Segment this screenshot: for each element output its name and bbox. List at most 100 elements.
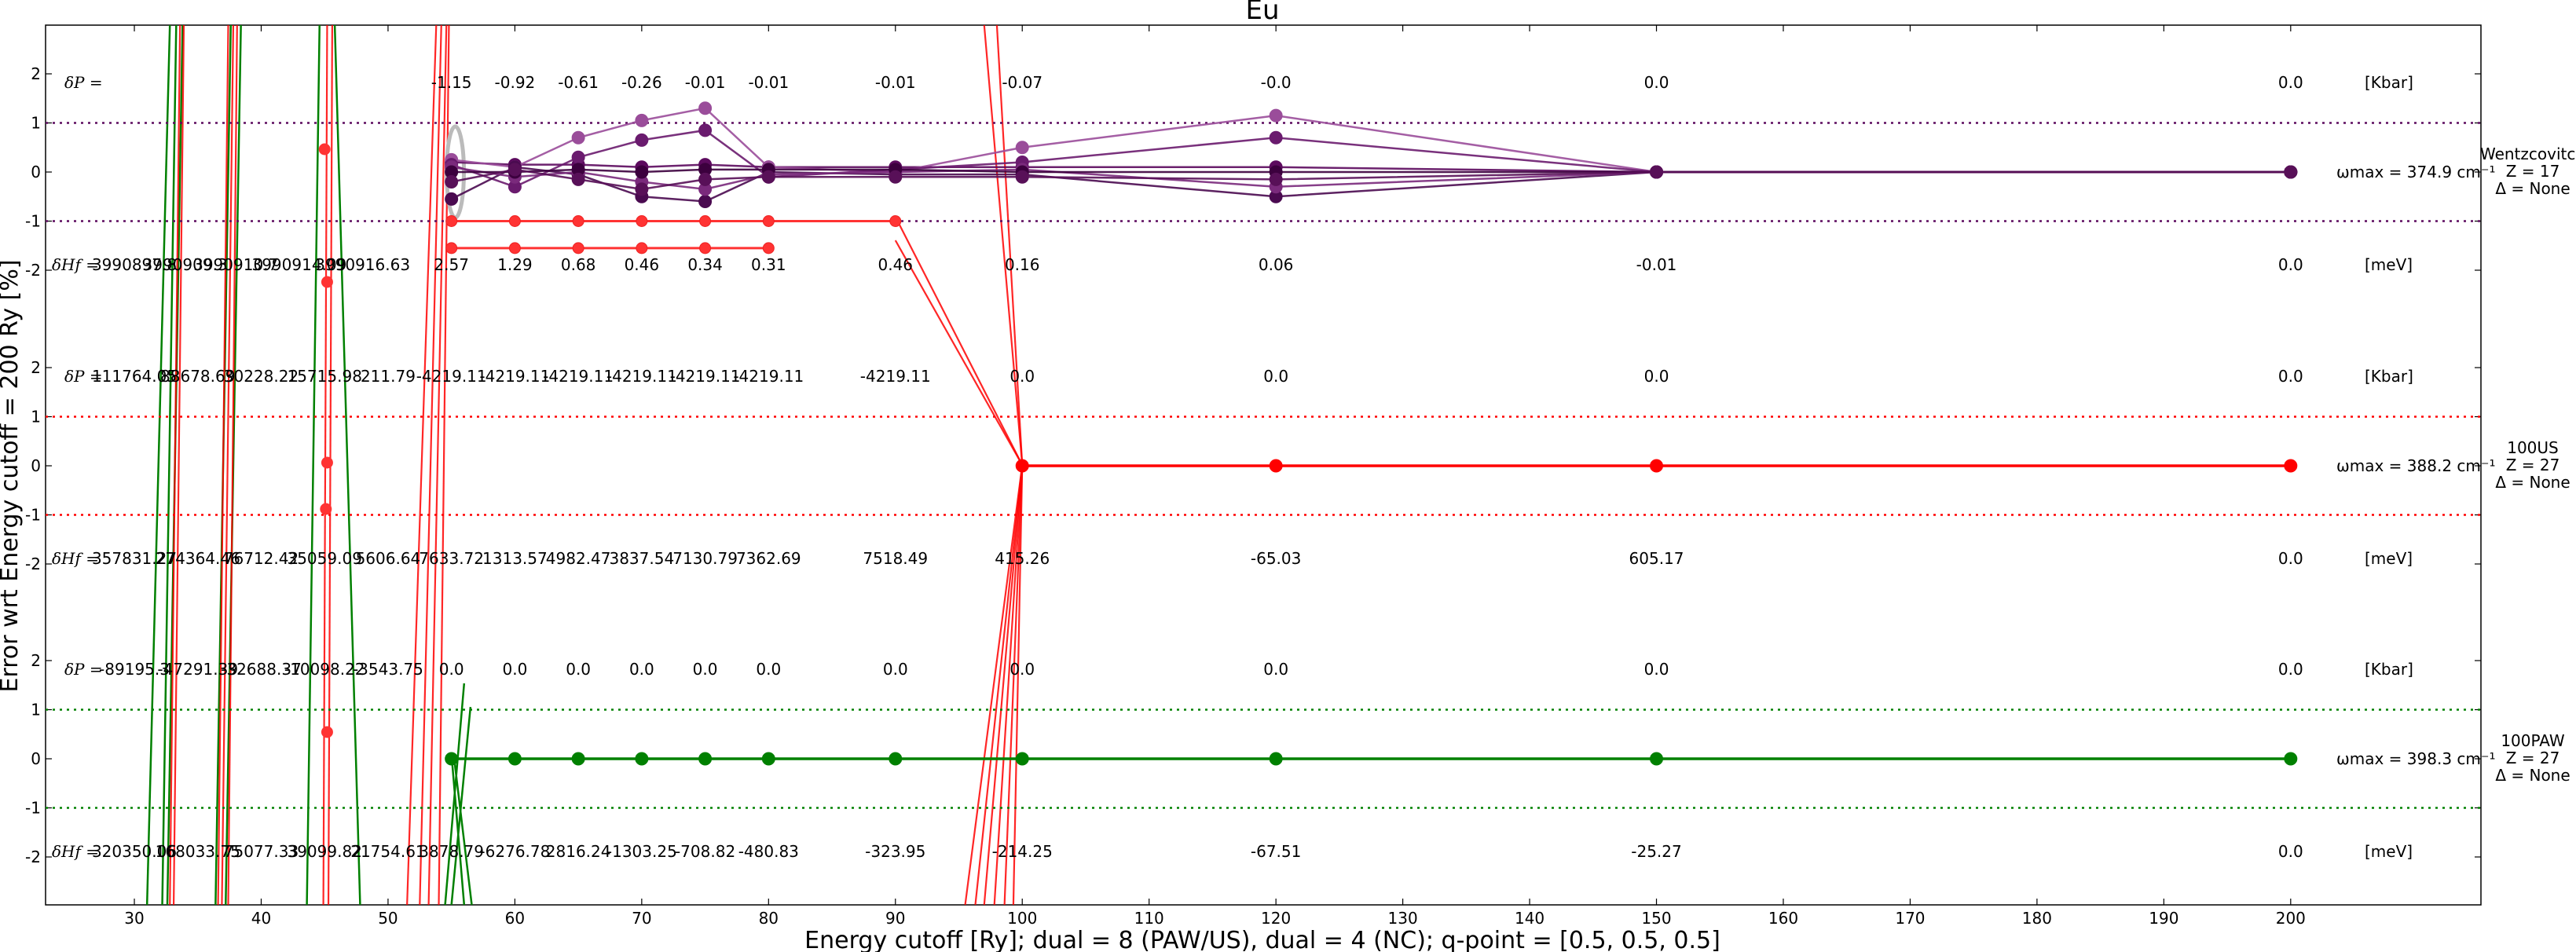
x-tick-label: 140 xyxy=(1515,909,1545,928)
panel-label: 100PAW xyxy=(2501,731,2565,750)
data-point xyxy=(2284,459,2298,473)
dH-value: 357831.27 xyxy=(92,549,177,568)
dP-unit: [Kbar] xyxy=(2365,660,2413,679)
dH-value: -480.83 xyxy=(738,842,799,861)
data-point xyxy=(762,215,775,227)
dH-value: -65.03 xyxy=(1251,549,1301,568)
data-point xyxy=(571,752,585,766)
series-line-red-divergent xyxy=(221,24,235,906)
dH-value: 0.34 xyxy=(687,255,723,274)
data-point xyxy=(1650,165,1664,179)
data-point xyxy=(571,172,585,186)
data-point xyxy=(635,133,649,147)
dH-value: 2.57 xyxy=(434,255,469,274)
plot-area: 30 40 50 60 70 80 90 100 110 120 130 140 150 160 170 18… xyxy=(25,24,2576,928)
series-line-red-divergent xyxy=(983,464,1024,906)
dP-value: 0.0 xyxy=(1644,73,1669,92)
series-line-green-divergent xyxy=(306,24,321,906)
series-line-red-divergent xyxy=(974,464,1024,906)
y-tick-label: 1 xyxy=(31,408,41,427)
dH-value: 3990914.09 xyxy=(251,255,346,274)
dH-value: -214.25 xyxy=(992,842,1053,861)
panel-label: Δ = None xyxy=(2495,766,2570,785)
series-line-red-divergent xyxy=(419,24,442,906)
data-point xyxy=(318,143,331,156)
data-point xyxy=(2284,165,2298,179)
x-tick-label: 170 xyxy=(1895,909,1925,928)
dP-value: -0.01 xyxy=(748,73,789,92)
dH-value: 7518.49 xyxy=(863,549,928,568)
dH-value: 0.46 xyxy=(878,255,914,274)
data-point xyxy=(445,752,459,766)
data-point xyxy=(635,165,649,179)
data-point xyxy=(2284,752,2298,766)
x-tick-label: 30 xyxy=(124,909,144,928)
series-line-red-divergent xyxy=(995,24,1024,466)
dH-unit: [meV] xyxy=(2365,842,2413,861)
data-point xyxy=(635,182,649,196)
data-point xyxy=(445,175,459,189)
dH-value: -6276.78 xyxy=(479,842,550,861)
panel-label: Δ = None xyxy=(2495,473,2570,492)
dH-value: 3990916.63 xyxy=(315,255,410,274)
dH-value: 605.17 xyxy=(1629,549,1684,568)
series-line-red-divergent xyxy=(1003,464,1024,906)
dH-value: 0.0 xyxy=(2278,842,2303,861)
dH-value: 168033.75 xyxy=(156,842,240,861)
dH-label: δHf = xyxy=(52,549,99,568)
dH-unit: [meV] xyxy=(2365,549,2413,568)
dP-label: δP = xyxy=(64,367,103,386)
dP-value: -0.92 xyxy=(495,73,536,92)
data-point xyxy=(1015,459,1029,473)
dP-unit: [Kbar] xyxy=(2365,73,2413,92)
data-point xyxy=(635,752,649,766)
dP-label: δP = xyxy=(64,660,103,679)
dP-value: -89195.3 xyxy=(99,660,170,679)
y-tick-label: 2 xyxy=(31,651,41,670)
y-tick-label: -1 xyxy=(25,212,41,231)
dP-value: 0.0 xyxy=(2278,367,2303,386)
dH-value: -67.51 xyxy=(1251,842,1301,861)
dH-unit: [meV] xyxy=(2365,255,2413,274)
dH-value: -0.01 xyxy=(1636,255,1677,274)
dP-value: 111764.05 xyxy=(92,367,177,386)
series-line-red-divergent xyxy=(983,24,1024,466)
data-point xyxy=(1269,459,1283,473)
dH-value: 0.06 xyxy=(1259,255,1294,274)
dP-value: -4219.11 xyxy=(543,367,614,386)
dH-value: 5606.64 xyxy=(356,549,421,568)
series-line-green-divergent xyxy=(450,706,472,906)
x-tick-label: 180 xyxy=(2022,909,2052,928)
chart-title: Eu xyxy=(1245,0,1279,26)
dH-value: 0.0 xyxy=(2278,549,2303,568)
dP-value: -0.0 xyxy=(1261,73,1292,92)
dH-value: 1.29 xyxy=(497,255,533,274)
dP-value: -4219.11 xyxy=(733,367,804,386)
series-line-red-divergent xyxy=(964,464,1024,906)
data-point xyxy=(508,752,522,766)
series-line xyxy=(451,107,2291,174)
omega-max-label: ωmax = 374.9 cm⁻¹ xyxy=(2336,163,2495,181)
data-point xyxy=(1269,108,1283,123)
series-line-green-divergent xyxy=(333,24,361,906)
data-point xyxy=(508,242,521,254)
data-point xyxy=(699,242,712,254)
y-tick-label: 1 xyxy=(31,114,41,133)
dP-value: 0.0 xyxy=(1010,367,1035,386)
data-point xyxy=(889,752,903,766)
series-line-green-divergent xyxy=(453,756,473,906)
data-point xyxy=(699,215,712,227)
dP-value: -4219.11 xyxy=(416,367,487,386)
dH-value: 4982.47 xyxy=(546,549,611,568)
dH-value: 0.16 xyxy=(1005,255,1040,274)
data-point xyxy=(889,170,903,184)
dP-unit: [Kbar] xyxy=(2365,367,2413,386)
data-point xyxy=(1015,170,1029,184)
data-point xyxy=(508,163,522,177)
dH-value: 0.46 xyxy=(625,255,660,274)
dH-value: -323.95 xyxy=(865,842,925,861)
dP-value: -10098.22 xyxy=(284,660,365,679)
panel-label: Z = 17 xyxy=(2506,162,2560,181)
series-line-red-divergent xyxy=(227,24,238,906)
